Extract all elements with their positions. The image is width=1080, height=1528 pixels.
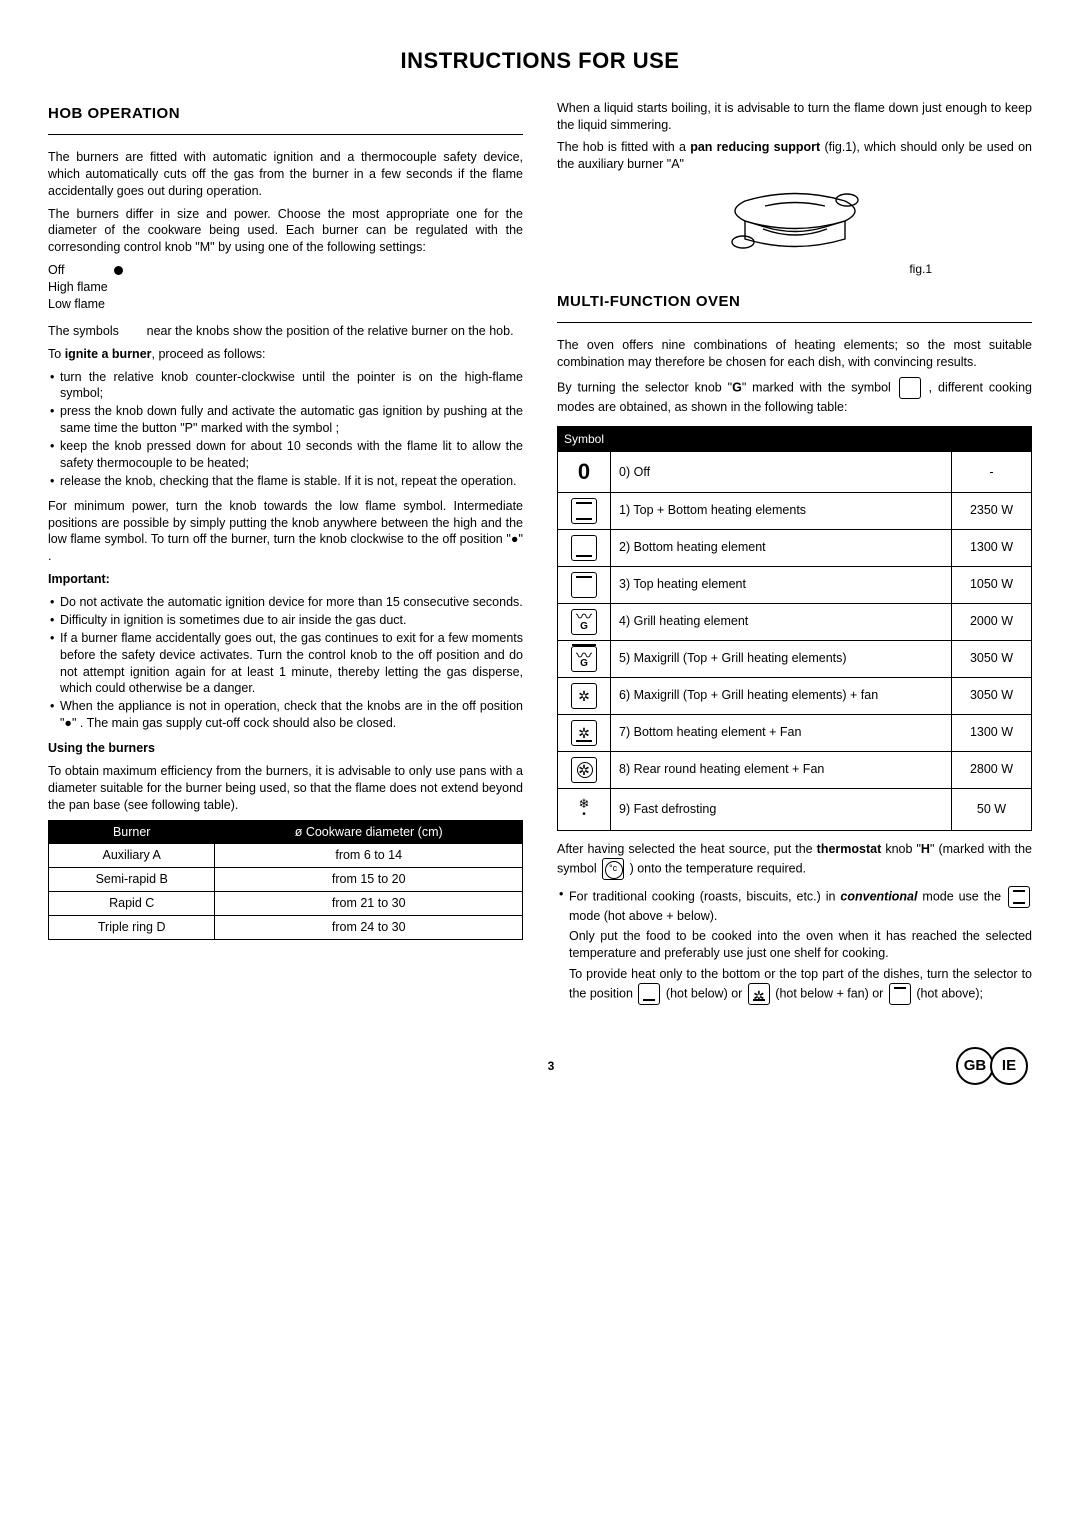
using-burners-para: To obtain maximum efficiency from the bu… [48, 763, 523, 814]
knob-high-label: High flame [48, 279, 108, 296]
table-row: 00) Off- [558, 452, 1032, 493]
table-row: 2) Bottom heating element1300 W [558, 529, 1032, 566]
page-number: 3 [142, 1058, 960, 1074]
ignite-item: press the knob down fully and activate t… [48, 403, 523, 437]
table-row: 3) Top heating element1050 W [558, 566, 1032, 603]
table-row: 7) Bottom heating element + Fan1300 W [558, 714, 1032, 751]
right-column: When a liquid starts boiling, it is advi… [557, 98, 1032, 1013]
trivet-icon [715, 181, 875, 261]
thermostat-icon [602, 858, 624, 880]
min-power-para: For minimum power, turn the knob towards… [48, 498, 523, 566]
sym-top-icon [571, 572, 597, 598]
sym-top-bottom-icon [571, 498, 597, 524]
badge-ie: IE [990, 1047, 1028, 1085]
knob-low-label: Low flame [48, 296, 105, 313]
table-row: Rapid Cfrom 21 to 30 [49, 892, 523, 916]
table-row: Triple ring Dfrom 24 to 30 [49, 916, 523, 940]
ignite-item: keep the knob pressed down for about 10 … [48, 438, 523, 472]
important-label: Important: [48, 571, 523, 588]
fig1: fig.1 [557, 181, 1032, 278]
oven-heading: MULTI-FUNCTION OVEN [557, 292, 1032, 312]
hob-heading: HOB OPERATION [48, 104, 523, 124]
pan-support-para: The hob is fitted with a pan reducing su… [557, 139, 1032, 173]
footer: 3 GB IE [48, 1047, 1032, 1085]
table-row: 8) Rear round heating element + Fan2800 … [558, 751, 1032, 788]
ignite-list: turn the relative knob counter-clockwise… [48, 369, 523, 490]
important-item: If a burner flame accidentally goes out,… [48, 630, 523, 698]
important-item: Do not activate the automatic ignition d… [48, 594, 523, 611]
left-column: HOB OPERATION The burners are fitted wit… [48, 98, 523, 1013]
sym-bottom-icon [571, 535, 597, 561]
oven-th-function: Function [611, 426, 952, 451]
oven-para1: The oven offers nine combinations of hea… [557, 337, 1032, 371]
table-row: 6) Maxigrill (Top + Grill heating elemen… [558, 677, 1032, 714]
oven-function-table: Symbol Function Power 00) Off- 1) Top + … [557, 426, 1032, 831]
hob-para2: The burners differ in size and power. Ch… [48, 206, 523, 257]
burner-table: Burner ø Cookware diameter (cm) Auxiliar… [48, 820, 523, 940]
important-item: Difficulty in ignition is sometimes due … [48, 612, 523, 629]
sym-maxigrill-fan-icon [571, 683, 597, 709]
provide-heat-para: To provide heat only to the bottom or th… [569, 966, 1032, 1005]
table-row: 4) Grill heating element2000 W [558, 603, 1032, 640]
hot-below-icon [638, 983, 660, 1005]
table-row: 1) Top + Bottom heating elements2350 W [558, 492, 1032, 529]
ignite-item: turn the relative knob counter-clockwise… [48, 369, 523, 403]
conventional-mode-icon [1008, 886, 1030, 908]
knob-off-label: Off [48, 262, 64, 279]
traditional-list: For traditional cooking (roasts, biscuit… [557, 886, 1032, 1006]
sym-maxigrill-icon [571, 646, 597, 672]
only-put-para: Only put the food to be cooked into the … [569, 928, 1032, 962]
burner-th-0: Burner [49, 820, 215, 844]
hot-below-fan-icon [748, 983, 770, 1005]
boiling-para: When a liquid starts boiling, it is advi… [557, 100, 1032, 134]
table-row: 5) Maxigrill (Top + Grill heating elemen… [558, 640, 1032, 677]
sym-grill-icon [571, 609, 597, 635]
knob-settings: Off High flame Low flame [48, 262, 523, 313]
symbol-position-para: The symbols near the knobs show the posi… [48, 323, 523, 340]
important-list: Do not activate the automatic ignition d… [48, 594, 523, 732]
sym-defrost-icon [571, 794, 597, 820]
oven-th-symbol: Symbol [558, 426, 611, 451]
ignite-item: release the knob, checking that the flam… [48, 473, 523, 490]
page-title: INSTRUCTIONS FOR USE [48, 46, 1032, 76]
sym-rear-fan-icon [571, 757, 597, 783]
oven-para2: By turning the selector knob "G" marked … [557, 377, 1032, 416]
hot-above-icon [889, 983, 911, 1005]
country-badges: GB IE [960, 1047, 1028, 1085]
table-row: Semi-rapid Bfrom 15 to 20 [49, 868, 523, 892]
thermostat-para: After having selected the heat source, p… [557, 841, 1032, 880]
off-dot-icon [114, 266, 123, 275]
table-row: Auxiliary Afrom 6 to 14 [49, 844, 523, 868]
selector-knob-icon [899, 377, 921, 399]
traditional-item: For traditional cooking (roasts, biscuit… [557, 886, 1032, 1006]
sym-off-icon: 0 [578, 459, 590, 484]
badge-gb: GB [956, 1047, 994, 1085]
burner-th-1: ø Cookware diameter (cm) [215, 820, 523, 844]
two-column-layout: HOB OPERATION The burners are fitted wit… [48, 98, 1032, 1013]
table-row: 9) Fast defrosting50 W [558, 788, 1032, 830]
fig1-caption: fig.1 [909, 262, 932, 276]
sym-bottom-fan-icon [571, 720, 597, 746]
ignite-lead: To ignite a burner, proceed as follows: [48, 346, 523, 363]
oven-th-power: Power [952, 426, 1032, 451]
using-burners-heading: Using the burners [48, 740, 523, 757]
hob-para1: The burners are fitted with automatic ig… [48, 149, 523, 200]
important-item: When the appliance is not in operation, … [48, 698, 523, 732]
